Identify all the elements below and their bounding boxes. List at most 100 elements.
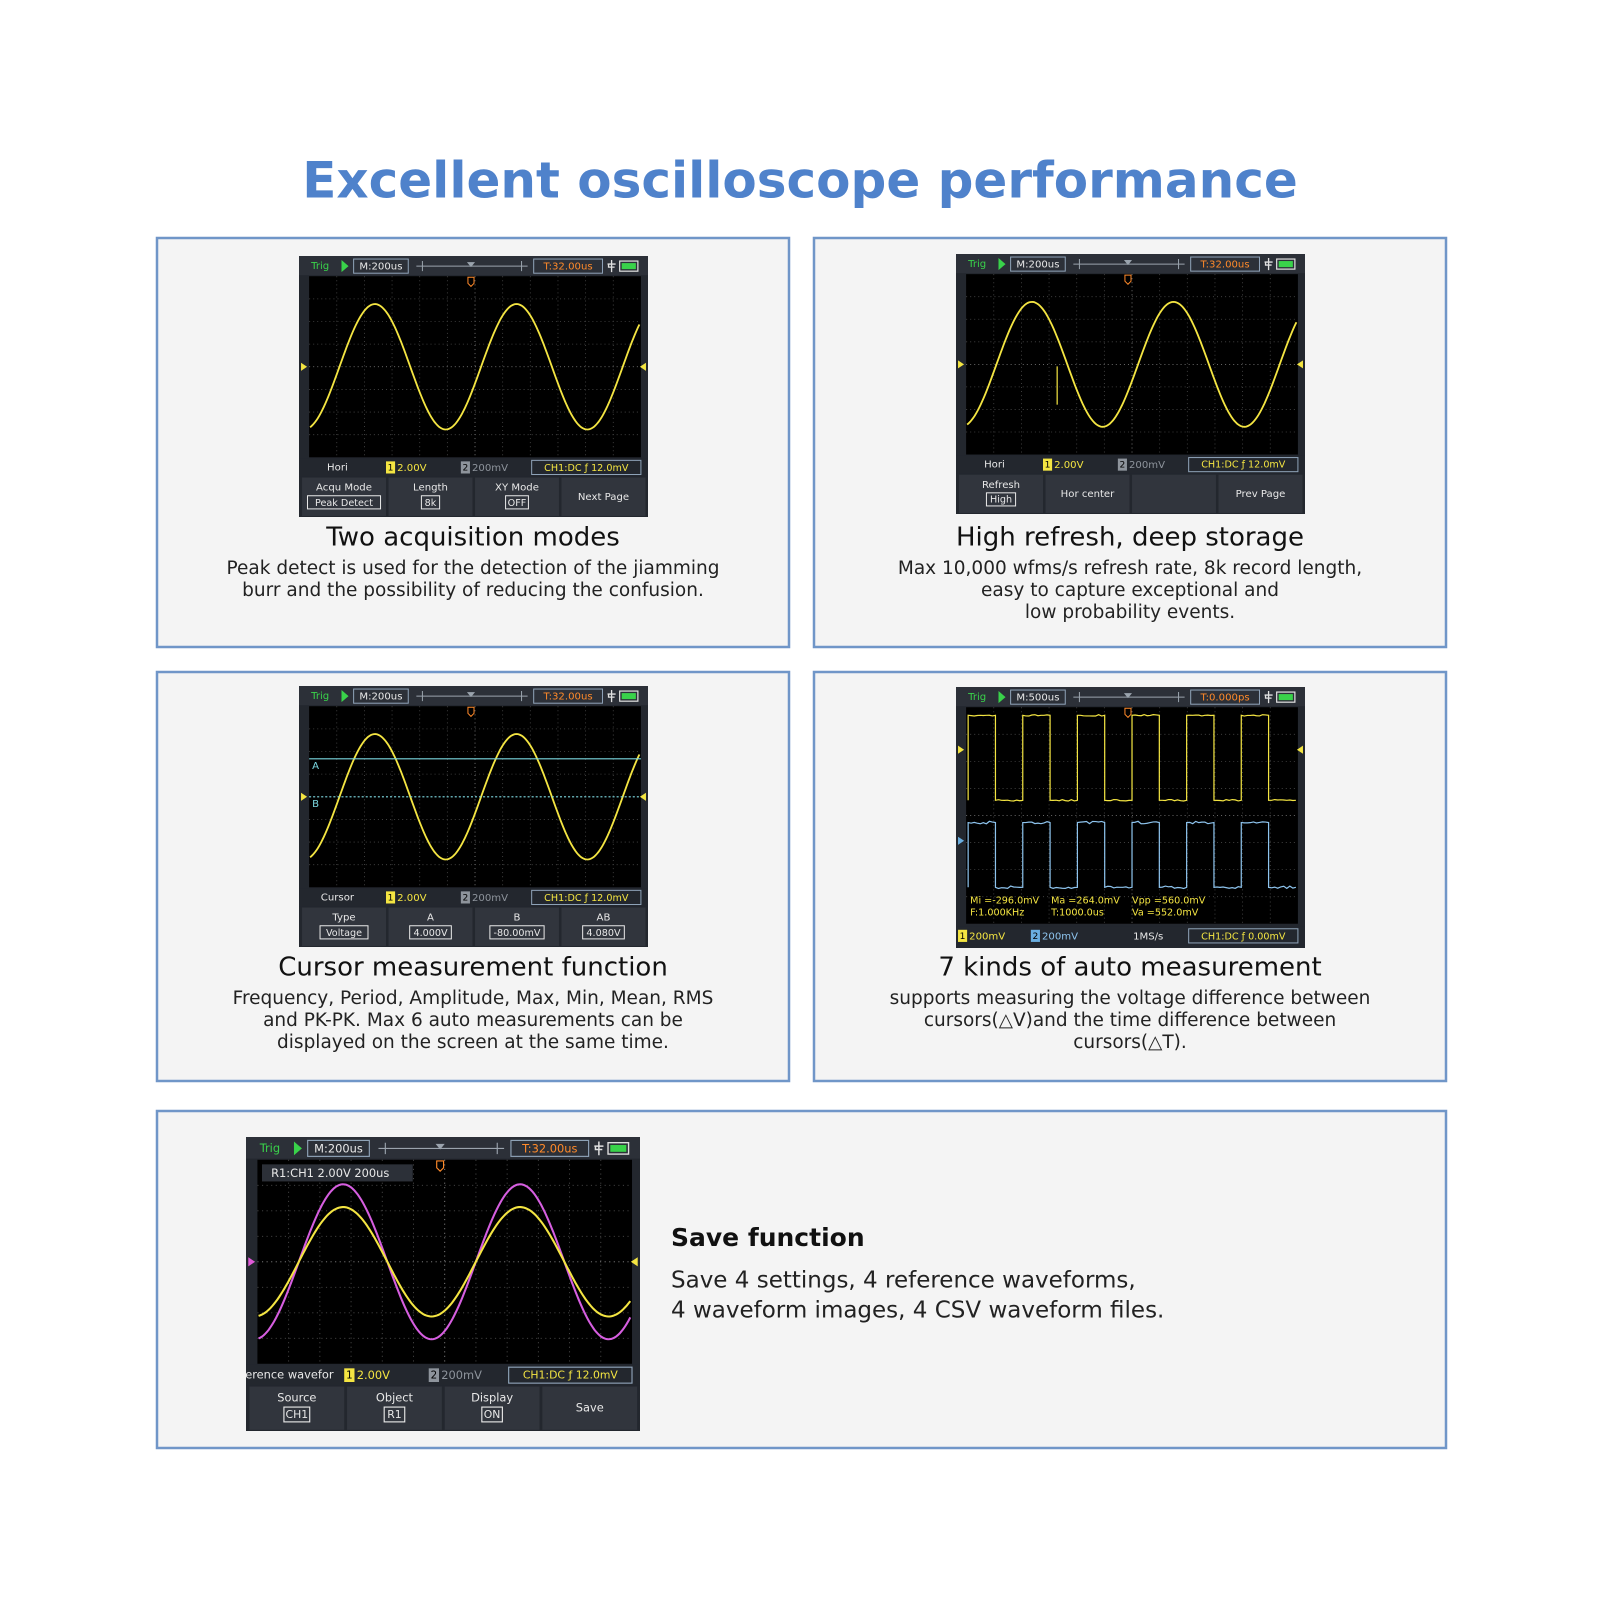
panel-description: cursors(△T). bbox=[1073, 1032, 1187, 1053]
measurement: Va =552.0mV bbox=[1132, 908, 1199, 919]
trig-status: Trig bbox=[310, 261, 329, 272]
battery-level bbox=[1279, 261, 1293, 267]
menu-label: Display bbox=[471, 1390, 513, 1404]
measurement: F:1.000KHz bbox=[970, 908, 1024, 919]
menu-label: A bbox=[427, 913, 434, 924]
ch1-scale: 2.00V bbox=[1054, 460, 1083, 471]
panel-description: displayed on the screen at the same time… bbox=[277, 1032, 669, 1053]
page-title: Excellent oscilloscope performance bbox=[302, 152, 1298, 210]
timebase: M:200us bbox=[359, 692, 402, 703]
timebase: M:200us bbox=[359, 262, 402, 273]
trigger-time: T:32.00us bbox=[543, 692, 593, 703]
trigger-info: CH1:DC ƒ 0.00mV bbox=[1201, 931, 1286, 942]
battery-level bbox=[622, 263, 636, 269]
measurement: Mi =-296.0mV bbox=[970, 895, 1039, 906]
ch2-scale: 200mV bbox=[472, 893, 508, 904]
oscilloscope-screen: Trig M:500us T:0.000ps Mi =-296.0mV Ma =264.… bbox=[956, 687, 1305, 948]
ch2-scale: 200mV bbox=[1042, 931, 1078, 942]
ch1-scale: 2.00V bbox=[357, 1368, 390, 1382]
panel-description: and PK-PK. Max 6 auto measurements can b… bbox=[263, 1010, 683, 1031]
panel-description: supports measuring the voltage differenc… bbox=[890, 988, 1371, 1009]
menu-label: XY Mode bbox=[495, 483, 539, 494]
ch1-number: 1 bbox=[388, 893, 394, 903]
menu-label: AB bbox=[597, 913, 611, 924]
trigger-time: T:32.00us bbox=[1200, 260, 1250, 271]
trigger-info: CH1:DC ƒ 12.0mV bbox=[544, 463, 629, 474]
ch1-number: 1 bbox=[346, 1370, 353, 1382]
menu-value: -80.00mV bbox=[494, 928, 541, 939]
panel-heading: Cursor measurement function bbox=[278, 953, 668, 983]
battery-level bbox=[622, 693, 636, 699]
ch1-number: 1 bbox=[960, 932, 966, 942]
menu-value: 8k bbox=[425, 498, 437, 509]
ch2-scale: 200mV bbox=[472, 463, 508, 474]
menu-label: Next Page bbox=[578, 492, 629, 503]
oscilloscope-screen: Trig M:200us T:32.00us Hori 1 2.00V 2 200mV CH1:… bbox=[299, 256, 648, 517]
panel-description: burr and the possibility of reducing the… bbox=[242, 580, 704, 601]
ch2-number: 2 bbox=[463, 463, 469, 473]
panel-description: easy to capture exceptional and bbox=[981, 580, 1279, 601]
ch2-scale: 200mV bbox=[441, 1368, 482, 1382]
ch2-number: 2 bbox=[1033, 932, 1039, 942]
menu-label: Save bbox=[576, 1401, 604, 1415]
oscilloscope-screen: Trig M:200us T:32.00us Hori 1 2.00V 2 200mV CH1:… bbox=[956, 254, 1305, 514]
menu-value: OFF bbox=[508, 498, 527, 509]
ch1-scale: 2.00V bbox=[397, 893, 427, 904]
panel-heading: 7 kinds of auto measurement bbox=[938, 953, 1321, 983]
menu-value: ON bbox=[484, 1408, 501, 1421]
battery-level bbox=[610, 1145, 626, 1152]
panel-description: Save 4 settings, 4 reference waveforms, bbox=[671, 1268, 1136, 1294]
cursor-label: B bbox=[312, 799, 319, 810]
panel-heading: High refresh, deep storage bbox=[956, 523, 1304, 553]
menu-label: Length bbox=[413, 483, 448, 494]
menu-value: CH1 bbox=[286, 1408, 309, 1421]
cursor-label: A bbox=[312, 761, 319, 772]
menu-label: Type bbox=[331, 913, 355, 924]
measurement: Vpp =560.0mV bbox=[1132, 895, 1206, 906]
trigger-time: T:32.00us bbox=[543, 262, 593, 273]
battery-level bbox=[1279, 694, 1293, 700]
timebase: M:200us bbox=[314, 1141, 363, 1155]
menu-label: Source bbox=[277, 1390, 316, 1404]
trigger-info: CH1:DC ƒ 12.0mV bbox=[523, 1369, 619, 1382]
timebase: M:200us bbox=[1016, 260, 1059, 271]
panel-heading: Save function bbox=[671, 1223, 865, 1252]
trigger-info: CH1:DC ƒ 12.0mV bbox=[544, 893, 629, 904]
panel-description: low probability events. bbox=[1025, 602, 1235, 623]
status-label: Hori bbox=[327, 462, 348, 473]
menu-label: Acqu Mode bbox=[316, 483, 372, 494]
menu-value: Voltage bbox=[326, 928, 362, 939]
oscilloscope-screen: Trig M:200us T:32.00us R1:CH1 2.00V 200us er… bbox=[245, 1137, 640, 1431]
ch1-scale: 200mV bbox=[969, 931, 1005, 942]
menu-value: 4.080V bbox=[586, 928, 621, 939]
trig-status: Trig bbox=[259, 1141, 280, 1155]
menu-label: Prev Page bbox=[1236, 489, 1286, 500]
panel-description: Frequency, Period, Amplitude, Max, Min, … bbox=[233, 988, 714, 1009]
ch1-scale: 2.00V bbox=[397, 463, 427, 474]
trigger-info: CH1:DC ƒ 12.0mV bbox=[1201, 460, 1286, 471]
measurement: Ma =264.0mV bbox=[1051, 895, 1120, 906]
status-label: Hori bbox=[984, 460, 1005, 471]
menu-value: High bbox=[990, 494, 1012, 505]
ch2-number: 2 bbox=[1120, 461, 1126, 471]
menu-cell bbox=[1132, 475, 1216, 513]
menu-label: Refresh bbox=[982, 480, 1020, 491]
ch2-number: 2 bbox=[463, 893, 469, 903]
oscilloscope-screen: Trig M:200us T:32.00usABCursor 1 2.00V 2 200mV… bbox=[299, 686, 648, 947]
panel-heading: Two acquisition modes bbox=[325, 523, 620, 553]
status-label: erence wavefor bbox=[245, 1368, 334, 1382]
trig-status: Trig bbox=[967, 692, 986, 703]
trigger-time: T:0.000ps bbox=[1200, 693, 1250, 704]
ch2-number: 2 bbox=[431, 1370, 438, 1382]
timebase: M:500us bbox=[1016, 693, 1059, 704]
menu-value: Peak Detect bbox=[315, 498, 373, 509]
menu-label: B bbox=[514, 913, 521, 924]
ch1-number: 1 bbox=[1045, 461, 1051, 471]
measurement: T:1000.0us bbox=[1050, 908, 1104, 919]
panel-description: 4 waveform images, 4 CSV waveform files. bbox=[671, 1298, 1164, 1324]
menu-label: Object bbox=[376, 1390, 414, 1404]
menu-label: Hor center bbox=[1061, 489, 1115, 500]
ch1-number: 1 bbox=[388, 463, 394, 473]
page: Excellent oscilloscope performance Trig M… bbox=[0, 0, 1600, 1600]
panel-description: Max 10,000 wfms/s refresh rate, 8k recor… bbox=[898, 558, 1362, 579]
